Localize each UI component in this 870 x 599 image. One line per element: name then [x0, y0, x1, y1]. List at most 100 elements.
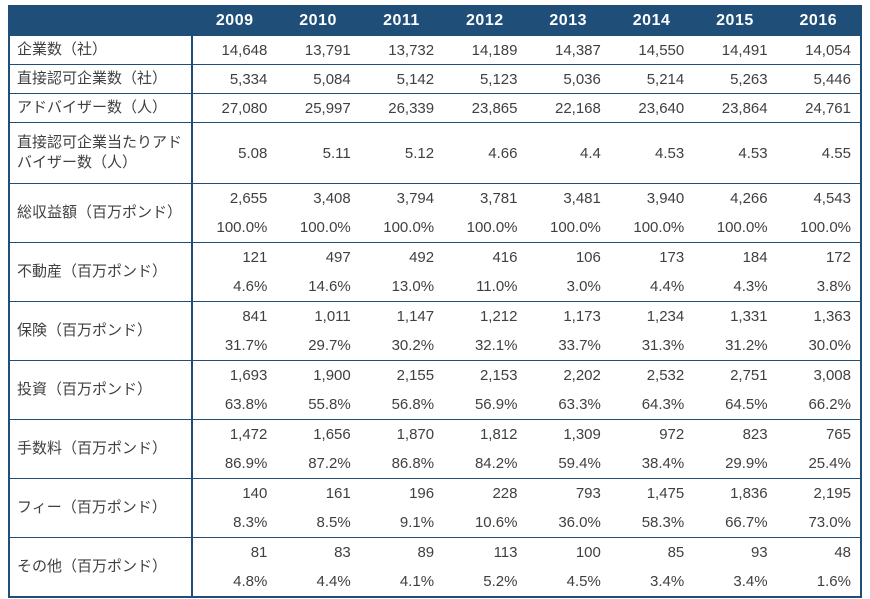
year-header-cell: 2012 — [466, 12, 504, 29]
value-text: 4.53 — [655, 144, 685, 162]
value-text: 4.4 — [580, 144, 601, 162]
value-cell: 3,940 100.0% — [610, 184, 693, 242]
percent-text: 9.1% — [399, 514, 435, 531]
percent-text: 30.2% — [391, 337, 435, 354]
value-cell: 972 38.4% — [610, 420, 693, 478]
value-cell: 2,155 56.8% — [360, 361, 443, 419]
percent-text: 64.3% — [641, 396, 685, 413]
percent-text: 13.0% — [391, 278, 435, 295]
value-text: 5,123 — [479, 70, 518, 88]
percent-text: 100.0% — [383, 219, 435, 236]
value-cell: 83 4.4% — [276, 538, 359, 596]
value-text: 5,036 — [563, 70, 601, 88]
value-cell: 93 3.4% — [693, 538, 776, 596]
percent-text: 8.5% — [316, 514, 351, 531]
percent-text: 73.0% — [808, 514, 851, 531]
row-label: 投資（百万ポンド） — [10, 361, 193, 419]
value-cell: 5,446 — [777, 65, 860, 93]
value-text: 972 — [659, 426, 685, 443]
value-text: 1,363 — [813, 308, 851, 325]
value-text: 3,481 — [563, 190, 601, 207]
value-text: 5,084 — [313, 70, 351, 88]
value-text: 841 — [242, 308, 268, 325]
value-cell: 81 4.8% — [193, 538, 276, 596]
value-text: 5.08 — [238, 144, 268, 162]
value-cell: 14,189 — [443, 36, 526, 64]
value-cell: 1,234 31.3% — [610, 302, 693, 360]
value-cell: 1,309 59.4% — [527, 420, 610, 478]
value-text: 5,214 — [646, 70, 685, 88]
percent-text: 14.6% — [308, 278, 351, 295]
table-header-row: 2009 2010 2011 2012 2013 2014 2015 2016 — [10, 7, 860, 35]
percent-text: 4.8% — [233, 573, 268, 590]
percent-text: 3.0% — [566, 278, 601, 295]
percent-text: 100.0% — [216, 219, 268, 236]
year-header-cell: 2014 — [632, 12, 671, 29]
value-cell: 14,491 — [693, 36, 776, 64]
value-cell: 184 4.3% — [693, 243, 776, 301]
value-cell: 1,836 66.7% — [693, 479, 776, 537]
value-text: 765 — [825, 426, 851, 443]
value-cell: 3,008 66.2% — [777, 361, 860, 419]
value-text: 1,331 — [730, 308, 768, 325]
value-text: 228 — [492, 485, 518, 502]
value-text: 13,791 — [304, 41, 351, 59]
percent-text: 4.1% — [399, 573, 435, 590]
percent-text: 33.7% — [558, 337, 601, 354]
value-text: 1,656 — [313, 426, 351, 443]
percent-text: 11.0% — [476, 278, 518, 295]
value-cell: 5,263 — [693, 65, 776, 93]
value-cell: 5,214 — [610, 65, 693, 93]
value-cell: 2,532 64.3% — [610, 361, 693, 419]
value-text: 196 — [409, 485, 435, 502]
value-cell: 48 1.6% — [777, 538, 860, 596]
value-text: 793 — [575, 485, 601, 502]
row-label: その他（百万ポンド） — [10, 538, 193, 596]
percent-text: 63.3% — [558, 396, 601, 413]
percent-text: 100.0% — [800, 219, 851, 236]
table-row: フィー（百万ポンド） 140 8.3% 161 8.5% 196 9.1% 22… — [10, 478, 860, 537]
value-cell: 5,334 — [193, 65, 276, 93]
value-text: 100 — [575, 544, 601, 561]
percent-text: 4.6% — [233, 278, 268, 295]
value-text: 5,142 — [396, 70, 435, 88]
value-cell: 1,472 86.9% — [193, 420, 276, 478]
value-cell: 1,173 33.7% — [527, 302, 610, 360]
value-cell: 4,266 100.0% — [693, 184, 776, 242]
value-text: 1,870 — [396, 426, 435, 443]
value-text: 23,865 — [471, 99, 518, 117]
value-text: 1,472 — [229, 426, 268, 443]
value-text: 89 — [417, 544, 435, 561]
value-text: 1,309 — [563, 426, 601, 443]
value-text: 48 — [834, 544, 851, 561]
value-cell: 4.53 — [693, 123, 776, 183]
value-text: 497 — [325, 249, 351, 266]
percent-text: 66.7% — [725, 514, 768, 531]
percent-text: 59.4% — [558, 455, 601, 472]
value-cell: 24,761 — [777, 94, 860, 122]
table-row: 総収益額（百万ポンド） 2,655 100.0% 3,408 100.0% 3,… — [10, 183, 860, 242]
value-text: 14,054 — [805, 41, 851, 59]
value-text: 5,446 — [813, 70, 851, 88]
header-corner-cell — [10, 7, 193, 35]
percent-text: 100.0% — [299, 219, 351, 236]
year-header-cell: 2011 — [383, 12, 420, 29]
year-header-cell: 2016 — [799, 12, 838, 29]
percent-text: 29.9% — [725, 455, 768, 472]
value-text: 3,794 — [396, 190, 435, 207]
value-cell: 1,011 29.7% — [276, 302, 359, 360]
value-text: 3,008 — [813, 367, 851, 384]
value-text: 3,781 — [479, 190, 518, 207]
percent-text: 4.4% — [650, 278, 685, 295]
value-text: 4,266 — [730, 190, 768, 207]
percent-text: 5.2% — [483, 573, 518, 590]
percent-text: 36.0% — [558, 514, 601, 531]
value-cell: 23,640 — [610, 94, 693, 122]
percent-text: 4.4% — [316, 573, 351, 590]
value-cell: 100 4.5% — [527, 538, 610, 596]
value-text: 2,202 — [563, 367, 601, 384]
value-text: 1,836 — [730, 485, 768, 502]
percent-text: 84.2% — [474, 455, 518, 472]
value-cell: 4.55 — [777, 123, 860, 183]
value-cell: 14,550 — [610, 36, 693, 64]
